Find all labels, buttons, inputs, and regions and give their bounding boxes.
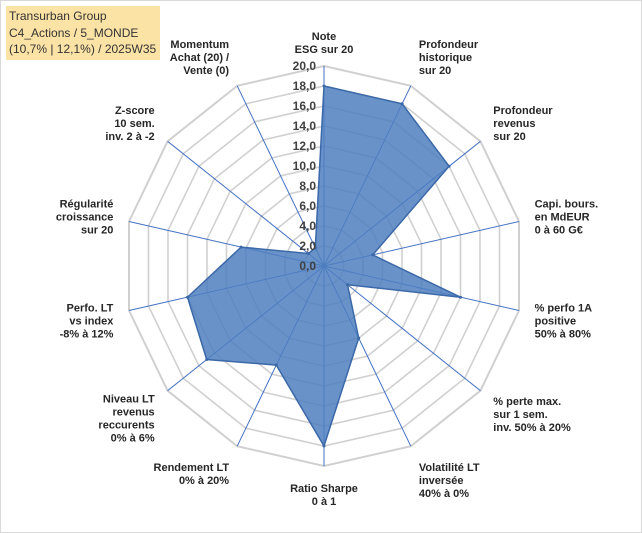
axis-label: Momentum Achat (20) / Vente (0) xyxy=(170,39,230,77)
axis-label-line: inversée xyxy=(419,475,464,487)
axis-label-line: Z-score xyxy=(115,105,155,117)
axis-label-line: sur 20 xyxy=(493,131,525,143)
axis-label-line: Ratio Sharpe xyxy=(290,483,358,495)
axis-label: Profondeur historique sur 20 xyxy=(419,39,479,77)
series-point xyxy=(371,253,375,257)
axis-label-line: Vente (0) xyxy=(183,65,229,77)
tick-label: 0,0 xyxy=(299,259,316,273)
axis-label-line: 10 sem. xyxy=(114,118,154,130)
tick-label: 20,0 xyxy=(293,59,317,73)
axis-label-line: -8% à 12% xyxy=(60,329,114,341)
axis-label: Profondeur revenus sur 20 xyxy=(493,105,553,143)
axis-label: Ratio Sharpe 0 à 1 xyxy=(290,483,358,508)
tick-label: 4,0 xyxy=(299,219,316,233)
series-point xyxy=(186,295,189,299)
axis-label-line: historique xyxy=(419,52,472,64)
series-point xyxy=(239,245,243,249)
tick-label: 18,0 xyxy=(293,79,317,93)
tick-label: 10,0 xyxy=(293,159,317,173)
axis-spoke xyxy=(236,85,325,267)
axis-label: Niveau LT revenus reccurents 0% à 6% xyxy=(98,394,155,445)
series-point xyxy=(447,164,451,168)
radar-axis-labels: Note ESG sur 20 Profondeur historique sur 20… xyxy=(56,31,598,508)
axis-label-line: 40% à 0% xyxy=(419,488,469,500)
axis-label-line: sur 20 xyxy=(81,225,113,237)
series-point xyxy=(274,363,278,367)
series-point xyxy=(306,252,310,255)
axis-label: Z-score 10 sem. inv. 2 à -2 xyxy=(105,105,154,143)
tick-label: 2,0 xyxy=(299,239,316,253)
axis-label-line: en MdEUR xyxy=(535,212,590,224)
axis-label: Perfo. LT vs index -8% à 12% xyxy=(60,303,115,341)
axis-label-line: Volatilité LT xyxy=(419,462,480,474)
series-point xyxy=(322,444,326,448)
axis-label-line: positive xyxy=(535,316,577,328)
axis-label-line: revenus xyxy=(493,118,535,130)
axis-label-line: 0 à 60 G€ xyxy=(535,225,583,237)
series-point xyxy=(346,283,349,287)
security-info-box: Transurban Group C4_Actions / 5_MONDE (1… xyxy=(6,6,160,60)
series-point xyxy=(400,102,404,106)
radar-series xyxy=(186,84,462,448)
axis-label-line: Momentum xyxy=(170,39,229,51)
axis-label-line: vs index xyxy=(69,316,114,328)
axis-spoke xyxy=(167,140,325,267)
axis-label-line: croissance xyxy=(56,212,113,224)
axis-label-line: inv. 50% à 20% xyxy=(493,422,571,434)
series-area xyxy=(186,85,461,448)
axis-label-line: 0% à 20% xyxy=(179,475,229,487)
axis-label-line: reccurents xyxy=(98,420,154,432)
tick-label: 14,0 xyxy=(293,119,317,133)
axis-label: Régularité croissance sur 20 xyxy=(56,199,113,237)
axis-label-line: inv. 2 à -2 xyxy=(105,131,154,143)
axis-label-line: 50% à 80% xyxy=(535,329,591,341)
tick-label: 6,0 xyxy=(299,199,316,213)
tick-label: 8,0 xyxy=(299,179,316,193)
axis-label-line: sur 20 xyxy=(419,65,451,77)
tick-label: 16,0 xyxy=(293,99,317,113)
series-point xyxy=(357,336,361,340)
axis-label-line: 0% à 6% xyxy=(111,433,155,445)
axis-label-line: sur 1 sem. xyxy=(493,409,547,421)
security-name: Transurban Group xyxy=(9,9,107,23)
security-stats: (10,7% | 12,1%) / 2025W35 xyxy=(9,42,157,56)
axis-label-line: Perfo. LT xyxy=(67,303,114,315)
axis-spoke xyxy=(323,265,481,392)
series-point xyxy=(205,358,209,361)
axis-label: Rendement LT 0% à 20% xyxy=(154,462,230,487)
axis-label-line: % perfo 1A xyxy=(535,303,593,315)
series-point xyxy=(313,246,317,250)
axis-label: Capi. bours. en MdEUR 0 à 60 G€ xyxy=(535,199,599,237)
axis-label: Note ESG sur 20 xyxy=(295,31,354,56)
axis-label: % perte max. sur 1 sem. inv. 50% à 20% xyxy=(493,396,571,434)
axis-label-line: revenus xyxy=(112,407,154,419)
axis-label-line: Achat (20) / xyxy=(170,52,229,64)
series-point xyxy=(459,295,462,299)
axis-label-line: % perte max. xyxy=(493,396,561,408)
axis-label-line: Capi. bours. xyxy=(535,199,599,211)
security-category: C4_Actions / 5_MONDE xyxy=(9,25,139,40)
axis-label-line: Profondeur xyxy=(493,105,553,117)
axis-label: Volatilité LT inversée 40% à 0% xyxy=(419,462,480,500)
axis-label-line: 0 à 1 xyxy=(312,496,336,508)
axis-label-line: Rendement LT xyxy=(154,462,230,474)
axis-label: % perfo 1A positive 50% à 80% xyxy=(535,303,593,341)
axis-label-line: Niveau LT xyxy=(103,394,155,406)
axis-label-line: Note xyxy=(312,31,336,43)
tick-label: 12,0 xyxy=(293,139,317,153)
series-point xyxy=(322,84,326,88)
axis-label-line: ESG sur 20 xyxy=(295,44,354,56)
axis-label-line: Profondeur xyxy=(419,39,479,51)
axis-label-line: Régularité xyxy=(60,199,114,211)
radar-tick-labels: 0,0 2,0 4,0 6,0 8,0 10,0 12,0 14,0 16,0 18,0 20,0 xyxy=(293,59,317,273)
